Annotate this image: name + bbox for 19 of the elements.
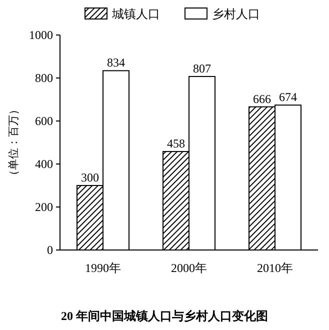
y-tick-label: 600 (35, 114, 53, 128)
y-tick-label: 1000 (29, 28, 53, 42)
data-label: 458 (167, 136, 185, 151)
legend-label: 城镇人口 (111, 7, 160, 21)
data-label: 300 (81, 170, 99, 184)
data-label: 666 (253, 92, 271, 106)
text: 20 年间中国城镇人口与乡村人口变化图 (61, 309, 268, 323)
x-tick-label: 2000年 (171, 261, 207, 275)
y-tick-label: 400 (35, 157, 53, 171)
data-label: 674 (279, 90, 297, 104)
x-tick-label: 1990年 (85, 261, 121, 275)
y-tick-label: 200 (35, 200, 53, 214)
legend-label: 乡村人口 (212, 7, 260, 21)
y-axis-title: （单位：百万） (7, 104, 20, 181)
y-tick-label: 800 (35, 71, 53, 85)
data-label: 834 (107, 56, 125, 70)
y-tick-label: 0 (47, 243, 53, 257)
data-label: 807 (193, 61, 211, 76)
x-tick-label: 2010年 (257, 261, 293, 275)
